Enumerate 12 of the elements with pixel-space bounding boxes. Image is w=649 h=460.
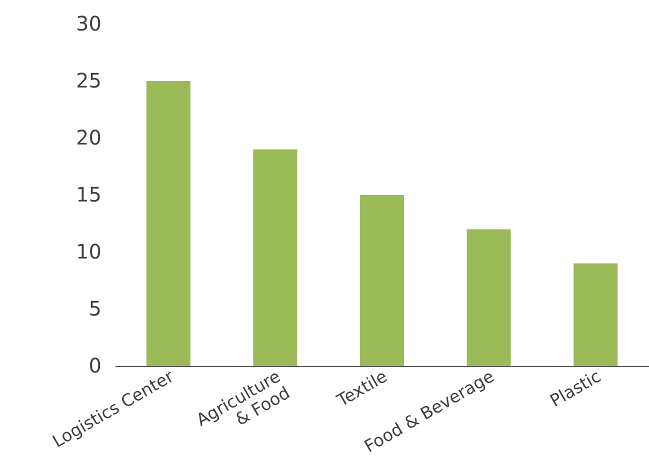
y-tick-label: 0 xyxy=(88,354,102,378)
bar xyxy=(574,263,618,366)
y-tick-label: 30 xyxy=(76,12,102,36)
bar xyxy=(253,149,298,366)
bar xyxy=(360,195,404,366)
y-tick-label: 5 xyxy=(88,296,102,320)
y-tick-label: 25 xyxy=(76,68,102,92)
bar xyxy=(466,229,511,366)
y-tick-label: 10 xyxy=(76,240,102,264)
y-tick-label: 15 xyxy=(76,182,102,206)
bar xyxy=(146,81,190,366)
y-tick-label: 20 xyxy=(76,126,102,150)
